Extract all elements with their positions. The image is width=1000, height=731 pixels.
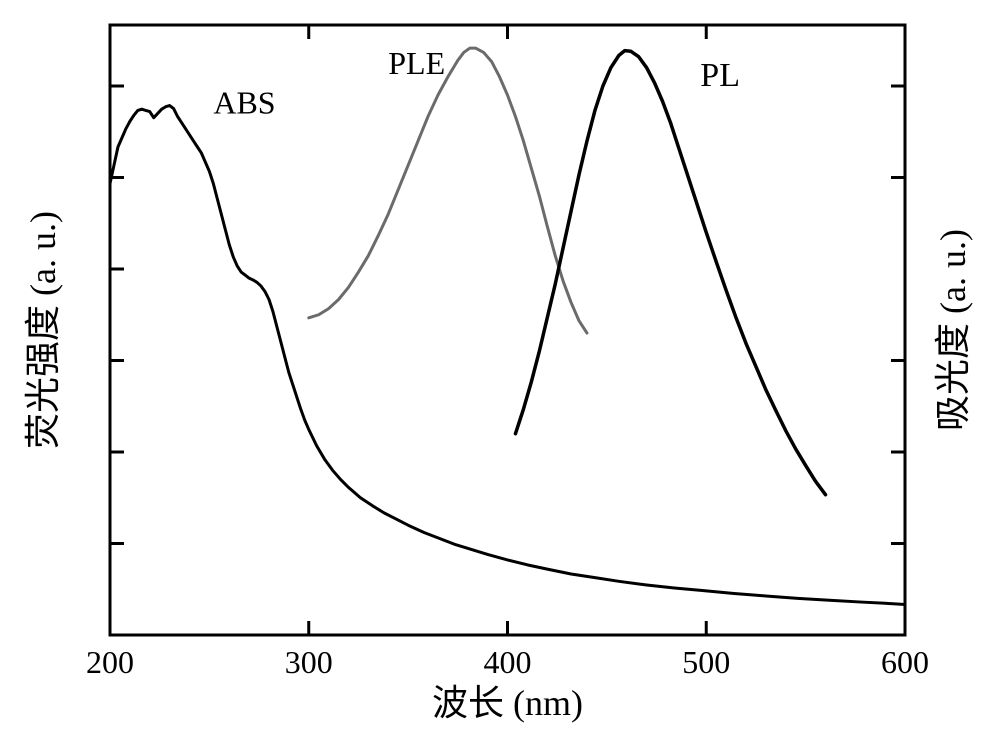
spectra-chart: 200 300 400 500 600 ABS PLE PL 波长 (nm) 荧光强度 (a. u…: [0, 0, 1000, 731]
series-label-ple: PLE: [388, 45, 445, 81]
x-tick-label: 300: [285, 644, 333, 680]
x-tick-label: 200: [86, 644, 134, 680]
series-label-pl: PL: [700, 57, 740, 94]
x-tick-label: 600: [881, 644, 929, 680]
x-axis-label: 波长 (nm): [432, 683, 583, 723]
y-axis-left-label: 荧光强度 (a. u.): [23, 211, 63, 449]
y-axis-right-label: 吸光度 (a. u.): [933, 229, 973, 431]
series-label-abs: ABS: [213, 84, 275, 120]
x-tick-label: 400: [484, 644, 532, 680]
chart-bg: [0, 0, 1000, 731]
x-tick-label: 500: [682, 644, 730, 680]
